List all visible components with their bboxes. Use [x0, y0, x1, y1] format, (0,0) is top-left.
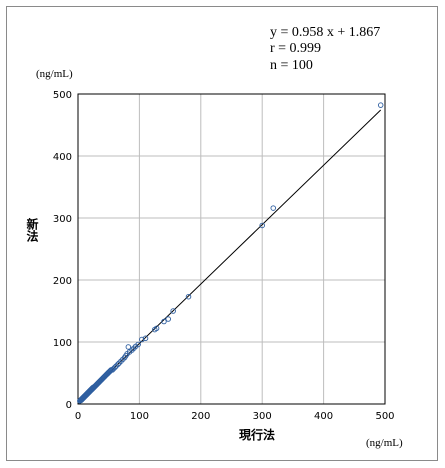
y-axis-title: 新法 — [25, 217, 39, 243]
correlation-annotation: r = 0.999 — [270, 41, 321, 56]
data-point — [259, 222, 265, 229]
x-tick-label: 500 — [375, 411, 394, 422]
plot-area — [77, 93, 386, 405]
x-tick-label: 0 — [75, 411, 81, 422]
x-unit-label: (ng/mL) — [366, 437, 403, 449]
count-annotation: n = 100 — [270, 58, 313, 73]
y-axis-ticks: 0 100 200 300 400 500 — [53, 90, 72, 411]
data-point — [170, 308, 176, 314]
y-tick-label: 0 — [66, 400, 72, 411]
regression-line — [79, 109, 382, 402]
y-tick-label: 200 — [53, 276, 72, 287]
x-tick-label: 300 — [253, 411, 272, 422]
data-point — [161, 318, 167, 325]
data-point — [115, 361, 121, 368]
x-tick-label: 400 — [314, 411, 333, 422]
y-tick-label: 100 — [53, 338, 72, 349]
data-point — [125, 344, 132, 350]
data-point — [153, 325, 160, 332]
data-point — [185, 293, 192, 300]
data-point — [135, 341, 141, 348]
grid-lines — [78, 94, 385, 404]
equation-annotation: y = 0.958 x + 1.867 — [270, 25, 380, 40]
data-points — [77, 102, 384, 404]
data-point — [112, 364, 118, 371]
data-point — [270, 205, 277, 211]
x-axis-title: 現行法 — [239, 427, 275, 442]
y-tick-label: 300 — [53, 214, 72, 225]
x-tick-label: 100 — [130, 411, 149, 422]
data-point — [165, 316, 172, 322]
y-tick-label: 400 — [53, 152, 72, 163]
data-point — [139, 336, 145, 343]
data-point — [142, 335, 149, 342]
y-tick-label: 500 — [53, 90, 72, 101]
x-tick-label: 200 — [191, 411, 210, 422]
y-unit-label: (ng/mL) — [36, 68, 73, 80]
x-axis-ticks: 0 100 200 300 400 500 — [75, 411, 395, 422]
data-point — [377, 102, 384, 108]
